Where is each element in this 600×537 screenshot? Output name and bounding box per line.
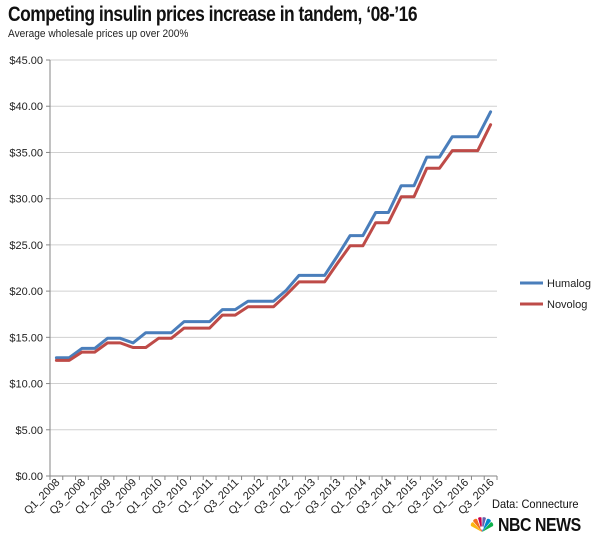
data-source: Data: Connecture <box>492 497 579 511</box>
plot-series <box>54 110 493 362</box>
series-line-humalog <box>54 110 493 360</box>
y-tick-label: $0.00 <box>15 471 43 483</box>
y-tick-label: $15.00 <box>9 332 43 344</box>
y-tick-label: $30.00 <box>9 194 43 206</box>
y-tick-label: $35.00 <box>9 147 43 159</box>
y-tick-label: $5.00 <box>15 425 43 437</box>
y-axis: $0.00 $5.00 $10.00 $15.00 $20.00 $25.00 $30.00… <box>9 55 51 483</box>
legend-label-humalog: Humalog <box>547 278 591 290</box>
legend-label-novolog: Novolog <box>547 299 587 311</box>
grid-lines <box>50 59 497 431</box>
chart-subtitle: Average wholesale prices up over 200% <box>8 28 189 40</box>
y-tick-label: $40.00 <box>9 101 43 113</box>
chart-title: Competing insulin prices increase in tan… <box>8 3 418 26</box>
y-tick-label: $20.00 <box>9 286 43 298</box>
x-axis: Q1_2008Q3_2008Q1_2009Q3_2009Q1_2010Q3_20… <box>22 475 498 517</box>
series-line-novolog <box>54 123 493 362</box>
brand-name: NBC NEWS <box>498 514 581 535</box>
legend: Humalog Novolog <box>520 278 591 311</box>
peacock-icon <box>470 517 494 532</box>
nbc-news-logo: NBC NEWS <box>470 514 592 536</box>
y-tick-label: $45.00 <box>9 55 43 67</box>
y-tick-label: $10.00 <box>9 379 43 391</box>
y-tick-label: $25.00 <box>9 240 43 252</box>
